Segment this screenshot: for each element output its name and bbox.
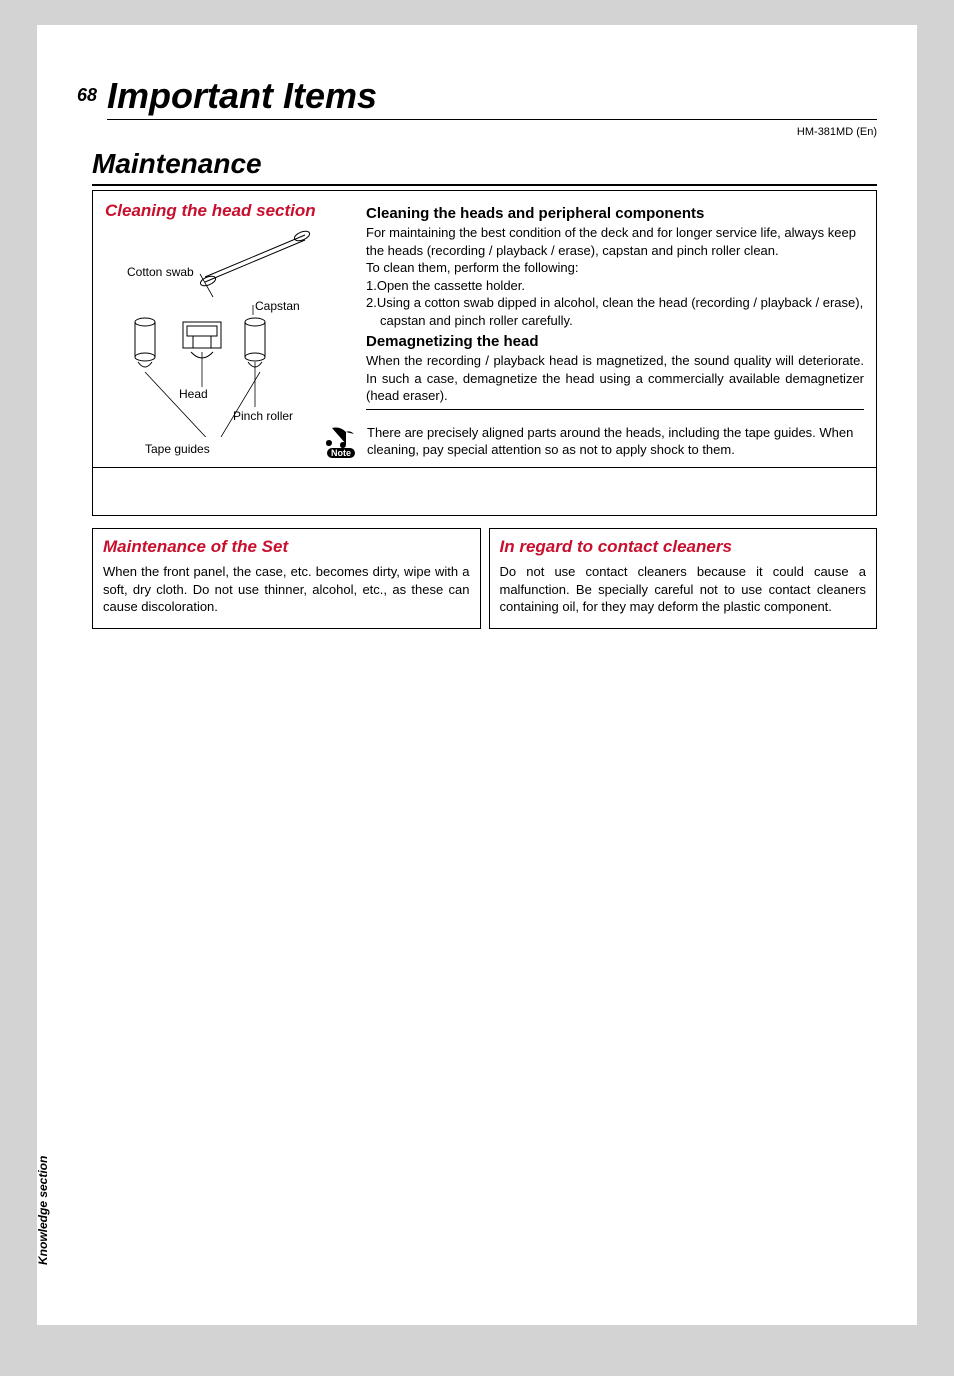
maintenance-set-text: When the front panel, the case, etc. bec…: [103, 563, 470, 616]
contact-cleaners-text: Do not use contact cleaners because it c…: [500, 563, 867, 616]
step-2: 2.Using a cotton swab dipped in alcohol,…: [366, 294, 864, 329]
diagram-svg: [105, 227, 355, 437]
section-title: Maintenance: [92, 148, 877, 186]
divider: [366, 409, 864, 410]
page-number: 68: [77, 85, 97, 106]
side-tab-label: Knowledge section: [36, 1156, 50, 1265]
manual-page: 68 Important Items HM-381MD (En) Mainten…: [37, 25, 917, 1325]
contact-cleaners-box: In regard to contact cleaners Do not use…: [489, 528, 878, 629]
heading-demagnetizing: Demagnetizing the head: [366, 333, 864, 350]
cleaning-head-heading: Cleaning the head section: [105, 201, 350, 221]
heading-cleaning-components: Cleaning the heads and peripheral compon…: [366, 205, 864, 222]
para-best-condition: For maintaining the best condition of th…: [366, 224, 864, 259]
two-column-boxes: Maintenance of the Set When the front pa…: [92, 528, 877, 629]
contact-cleaners-heading: In regard to contact cleaners: [500, 537, 867, 557]
step-1: 1.Open the cassette holder.: [366, 277, 864, 295]
para-demagnetize: When the recording / playback head is ma…: [366, 352, 864, 405]
cleaning-box: Cleaning the head section Cotton swab Ca…: [92, 190, 877, 468]
note-box-extension: [92, 468, 877, 516]
chapter-title: Important Items: [107, 75, 877, 120]
model-id: HM-381MD (En): [92, 126, 877, 138]
maintenance-set-heading: Maintenance of the Set: [103, 537, 470, 557]
maintenance-set-box: Maintenance of the Set When the front pa…: [92, 528, 481, 629]
para-to-clean: To clean them, perform the following:: [366, 259, 864, 277]
